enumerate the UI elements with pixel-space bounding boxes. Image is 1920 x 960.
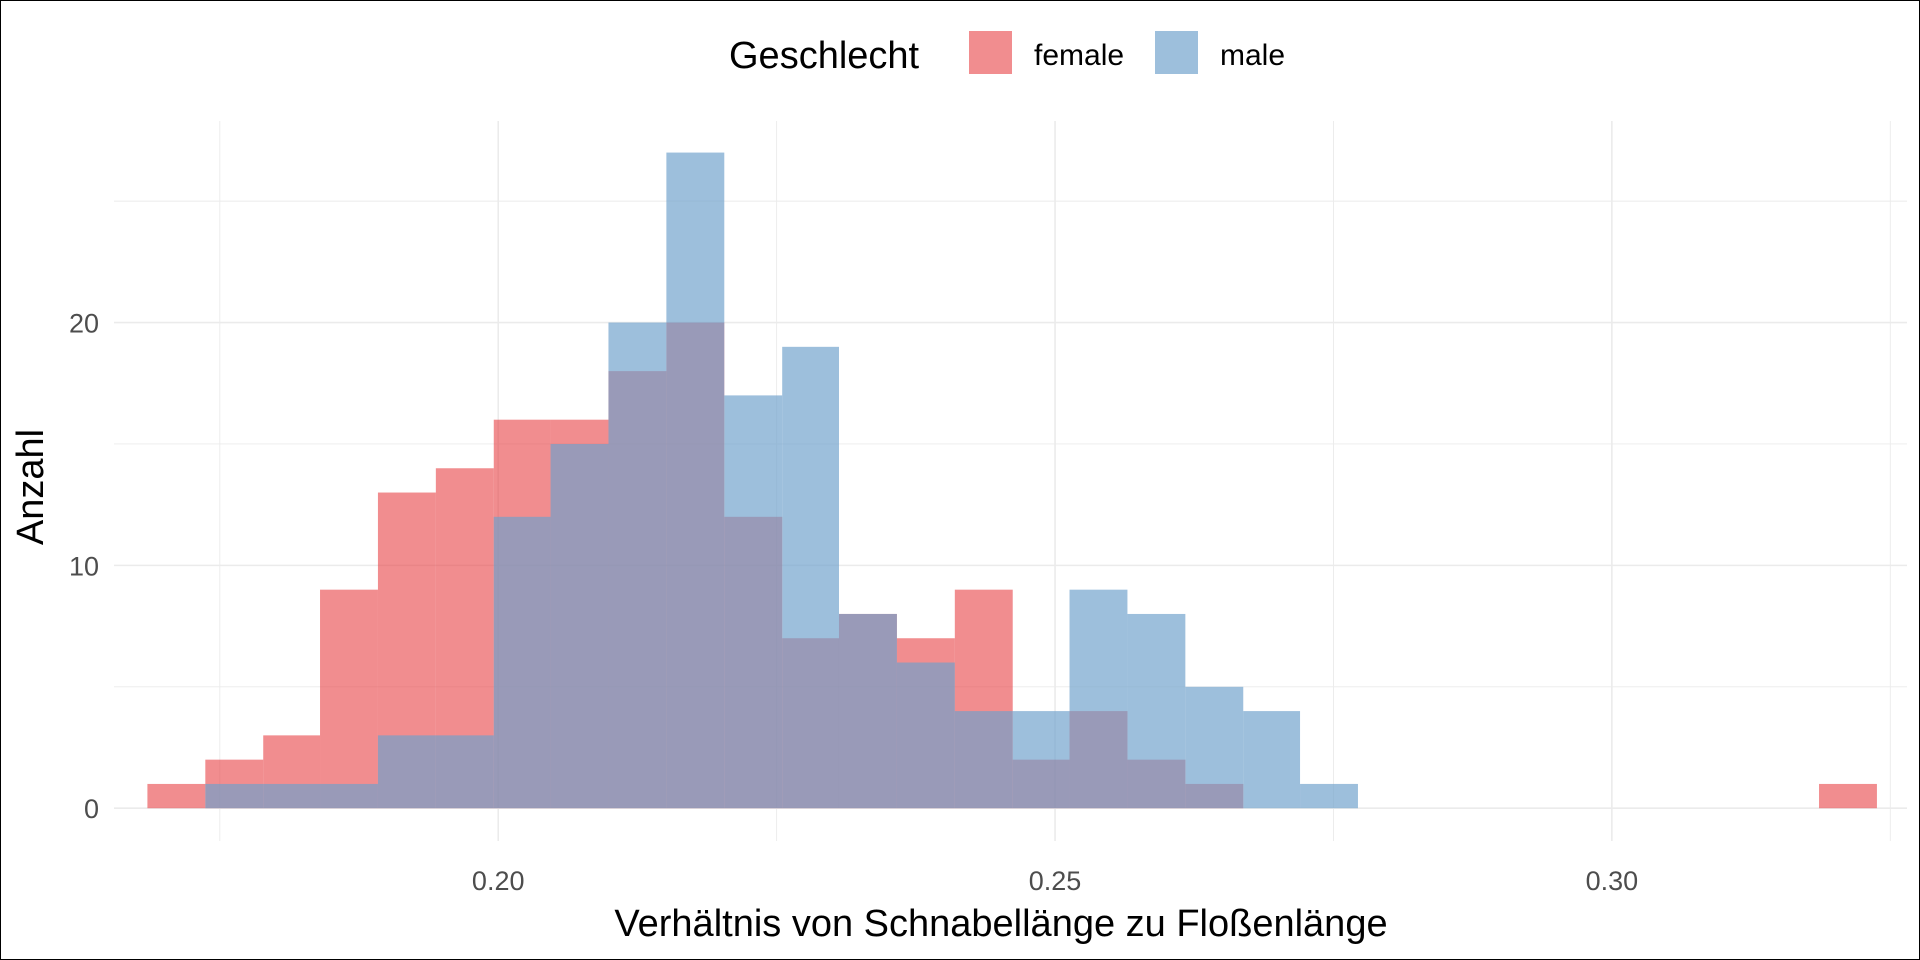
x-axis-title: Verhältnis von Schnabellänge zu Floßenlä…: [614, 903, 1387, 945]
legend-label-female: female: [1034, 39, 1124, 72]
bar-male: [1127, 613, 1186, 809]
x-tick-label: 0.30: [1586, 866, 1639, 896]
bar-male: [1300, 783, 1358, 809]
bar-male: [377, 735, 436, 809]
legend-title: Geschlecht: [729, 35, 920, 77]
bar-male: [1185, 686, 1244, 809]
bar-male: [666, 152, 725, 809]
bar-male: [493, 516, 551, 809]
bar-male: [1069, 589, 1128, 809]
bar-male: [435, 735, 494, 809]
x-tick-label: 0.25: [1029, 866, 1082, 896]
legend-swatch-male: [1155, 31, 1198, 74]
bar-female: [320, 589, 378, 809]
bar-male: [263, 783, 321, 809]
bar-male: [782, 346, 839, 809]
legend-label-male: male: [1220, 39, 1285, 72]
y-tick-label: 20: [69, 309, 99, 339]
bar-male: [205, 783, 264, 809]
series-male: [205, 152, 1358, 809]
bar-male: [1243, 711, 1301, 809]
bar-male: [320, 783, 378, 809]
legend-swatch-female: [969, 31, 1012, 74]
legend: Geschlecht female male: [729, 31, 1285, 77]
bar-male: [1012, 711, 1070, 809]
x-tick-label: 0.20: [472, 866, 525, 896]
bar-male: [550, 443, 609, 809]
bar-male: [838, 613, 897, 809]
bar-male: [724, 395, 783, 809]
tick-labels: 0.20 0.25 0.30 0 10 20: [69, 309, 1638, 896]
y-tick-label: 10: [69, 551, 99, 581]
bar-male: [608, 322, 667, 809]
histogram-bars: [147, 152, 1877, 809]
bar-male: [954, 711, 1013, 809]
y-tick-label: 0: [84, 794, 99, 824]
y-axis-title: Anzahl: [10, 429, 52, 545]
bar-female: [1819, 783, 1877, 809]
bar-female: [147, 783, 206, 809]
bar-male: [896, 662, 955, 809]
